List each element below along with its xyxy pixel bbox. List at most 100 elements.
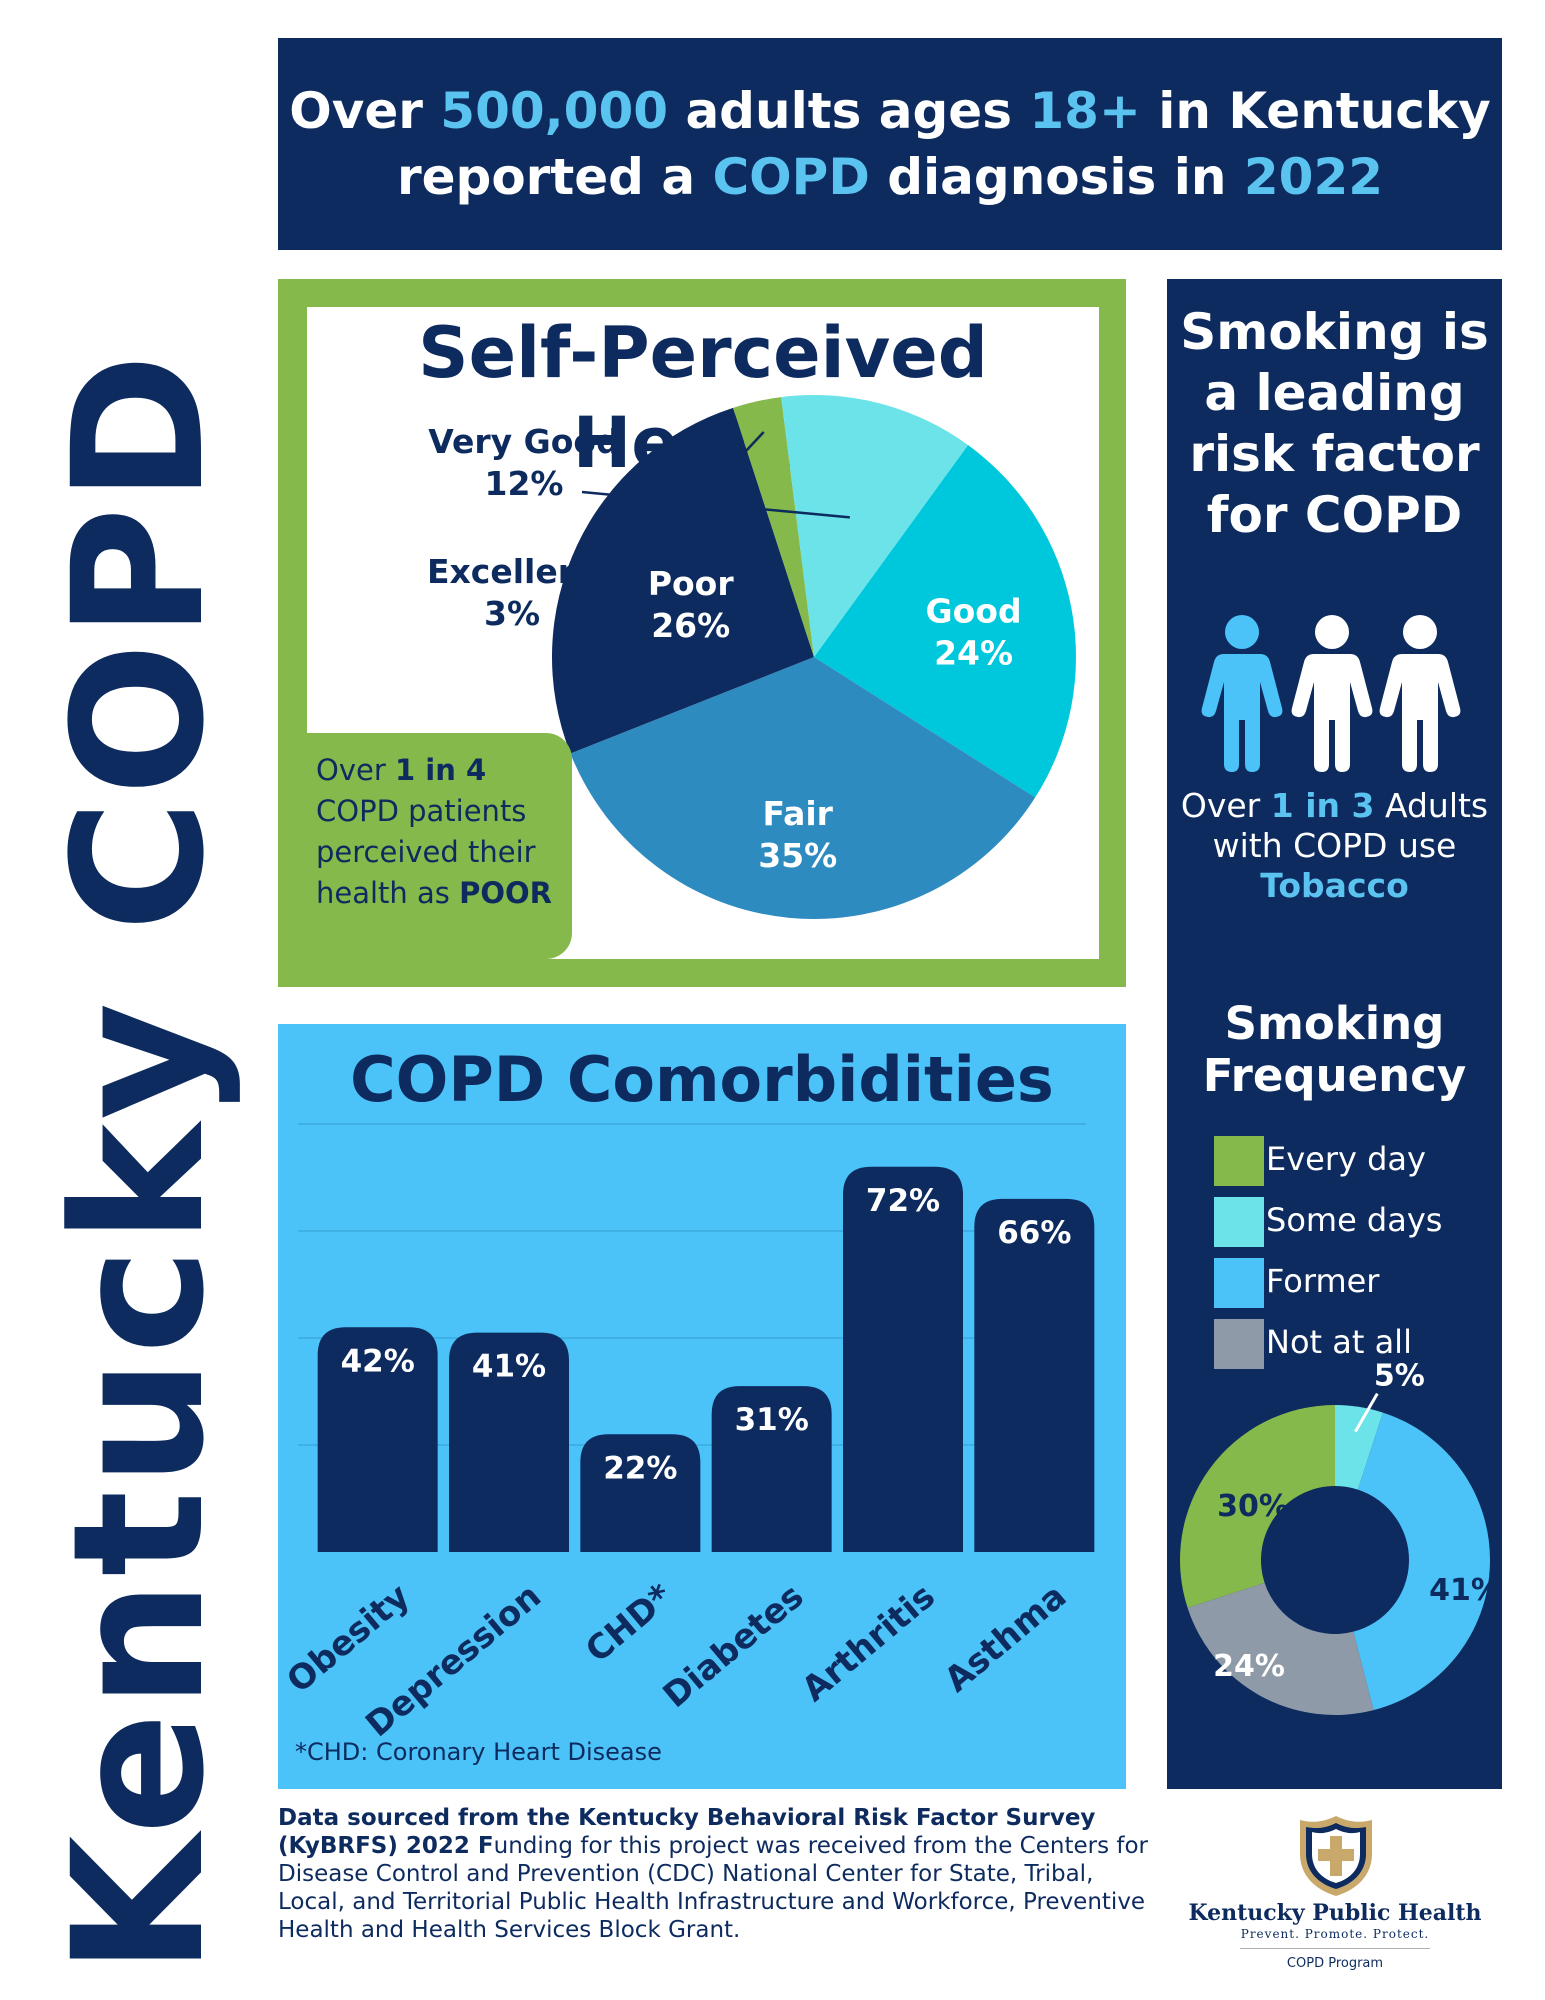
comorbidities-bar-chart: 42%Obesity41%Depression22%CHD*31%Diabete… (279, 1123, 1095, 1745)
header-line-2: reported a COPD diagnosis in 2022 (278, 144, 1502, 210)
poor-health-callout-text: Over 1 in 4 COPD patients perceived thei… (316, 750, 566, 914)
pie-category-label: Excellent (427, 552, 597, 591)
pie-value-label: 12% (485, 464, 564, 503)
pie-slice (781, 395, 968, 657)
bar-value-label: 42% (341, 1343, 415, 1379)
callout-text: Over (316, 753, 395, 787)
people-icons (1201, 615, 1461, 772)
donut-segment (1335, 1405, 1383, 1490)
header-line-1: Over 500,000 adults ages 18+ in Kentucky (278, 78, 1502, 144)
smoking-title-line: a leading (1204, 364, 1465, 422)
pie-leader-line (581, 490, 850, 519)
header-text: reported a (396, 148, 713, 206)
bar-value-label: 41% (472, 1349, 546, 1385)
logo-name: Kentucky Public Health (1188, 1900, 1482, 1926)
callout-text: COPD patients perceived their health as (316, 794, 536, 910)
footer-bold: Data sourced from the Kentucky Behaviora… (278, 1805, 1096, 1859)
tobacco-line: Over 1 in 3 Adults (1167, 786, 1502, 826)
donut-value-label: 41% (1429, 1573, 1501, 1608)
logo-program: COPD Program (1286, 1956, 1384, 1971)
smoking-risk-title: Smoking is a leading risk factor for COP… (1167, 302, 1502, 546)
kentucky-shield-icon (1300, 1816, 1372, 1896)
date-code: 01/25 (103, 1930, 173, 1955)
pie-value-label: 24% (934, 634, 1013, 673)
comorbidities-title: COPD Comorbidities (350, 1043, 1054, 1116)
bar (317, 1327, 438, 1552)
donut-value-label: 24% (1213, 1649, 1285, 1684)
bar-value-label: 66% (997, 1215, 1071, 1251)
bar (449, 1332, 569, 1552)
header-text: Over (289, 82, 441, 140)
pie-slice (814, 445, 1076, 798)
freq-title-line: Smoking (1224, 997, 1445, 1050)
header-banner: Over 500,000 adults ages 18+ in Kentucky… (278, 38, 1502, 250)
legend-label: Every day (1266, 1140, 1426, 1178)
logo-tagline: Prevent. Promote. Protect. (1240, 1927, 1430, 1941)
tobacco-highlight: Tobacco (1260, 866, 1409, 905)
bar-category-label: Arthritis (794, 1576, 942, 1710)
header-highlight: 2022 (1243, 148, 1384, 206)
legend-label: Some days (1266, 1201, 1443, 1239)
header-text: in Kentucky (1140, 82, 1491, 140)
legend-swatch (1214, 1258, 1264, 1308)
donut-value-label: 30% (1217, 1489, 1289, 1524)
tobacco-highlight: 1 in 3 (1270, 786, 1375, 825)
bar-category-label: CHD* (578, 1576, 680, 1671)
side-title: Kentucky COPD (35, 349, 244, 1975)
person-icon (1291, 615, 1373, 772)
donut-segment (1180, 1405, 1335, 1608)
pie-value-label: 35% (758, 836, 837, 875)
smoking-title-line: risk factor (1189, 425, 1480, 483)
pie-leader-line (585, 431, 765, 623)
bar-value-label: 31% (735, 1402, 809, 1438)
donut-segment (1187, 1582, 1374, 1715)
freq-title-line: Frequency (1202, 1049, 1467, 1102)
pie-category-label: Very Good (428, 422, 619, 461)
person-icon (1201, 615, 1283, 772)
smoking-title-line: for COPD (1206, 486, 1463, 544)
pie-slice (570, 657, 1036, 919)
chd-footnote: *CHD: Coronary Heart Disease (295, 1738, 662, 1766)
pie-value-label: 3% (484, 594, 540, 633)
bar-value-label: 22% (603, 1450, 677, 1486)
legend-swatch (1214, 1136, 1264, 1186)
donut-segment (1353, 1412, 1490, 1711)
bar-value-label: 72% (866, 1183, 940, 1219)
tobacco-line: with COPD use (1212, 826, 1457, 865)
callout-highlight: POOR (459, 876, 553, 910)
pie-category-label: Fair (762, 794, 833, 833)
header-text: diagnosis in (869, 148, 1244, 206)
header-highlight: 500,000 (440, 82, 669, 140)
legend-label: Former (1266, 1262, 1380, 1300)
data-source-footer: Data sourced from the Kentucky Behaviora… (278, 1804, 1158, 1944)
tobacco-text: Over (1180, 786, 1271, 825)
pie-slice (733, 397, 814, 657)
callout-highlight: 1 in 4 (394, 753, 487, 787)
bar (974, 1198, 1095, 1552)
bar-category-label: Diabetes (656, 1576, 812, 1716)
smoking-title-line: Smoking is (1180, 303, 1489, 361)
bar (580, 1434, 701, 1552)
pie-category-label: Poor (648, 564, 735, 603)
logo-divider (1240, 1948, 1430, 1949)
tobacco-text: Adults (1374, 786, 1489, 825)
pie-value-label: 26% (651, 606, 730, 645)
legend-swatch (1214, 1197, 1264, 1247)
smoking-frequency-title: Smoking Frequency (1167, 998, 1502, 1102)
footer-text: unding for this project was received fro… (278, 1833, 1148, 1943)
smoking-frequency-donut: 30% 5% 41% 24% (1180, 1360, 1501, 1715)
header-text: adults ages (668, 82, 1030, 140)
legend-label: Not at all (1266, 1323, 1412, 1361)
tobacco-use-stat: Over 1 in 3 Adults with COPD use Tobacco (1167, 786, 1502, 906)
donut-leader-line (1354, 1392, 1379, 1433)
donut-value-label: 5% (1374, 1360, 1425, 1394)
bar (843, 1166, 963, 1552)
poor-health-callout (278, 733, 572, 959)
pie-category-label: Good (926, 592, 1022, 631)
legend-swatch (1214, 1319, 1264, 1369)
person-icon (1379, 615, 1461, 772)
bar (711, 1386, 832, 1552)
header-highlight: 18+ (1029, 82, 1141, 140)
bar-category-label: Asthma (937, 1576, 1074, 1700)
